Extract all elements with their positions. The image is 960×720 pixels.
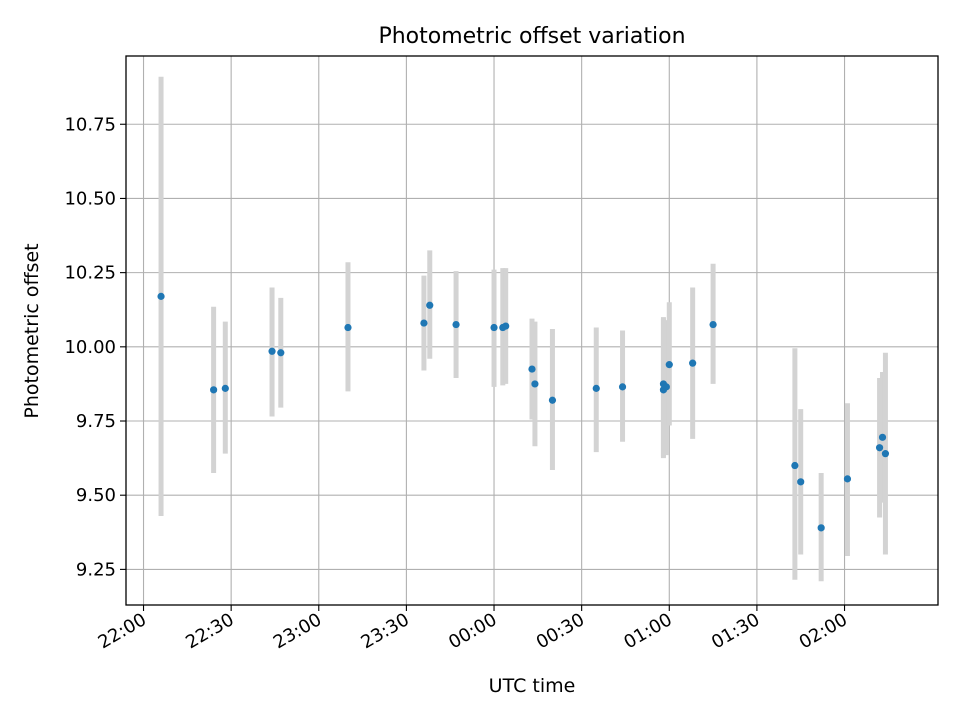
data-point bbox=[689, 359, 697, 367]
data-point bbox=[618, 383, 627, 391]
data-point bbox=[221, 384, 229, 392]
data-point bbox=[548, 396, 557, 404]
data-point bbox=[817, 524, 825, 532]
data-point bbox=[875, 444, 884, 452]
data-point bbox=[210, 386, 218, 394]
data-point bbox=[502, 322, 510, 330]
chart-title: Photometric offset variation bbox=[378, 24, 685, 49]
data-point bbox=[528, 365, 536, 373]
data-point bbox=[268, 347, 276, 355]
y-axis-label: Photometric offset bbox=[21, 243, 43, 418]
data-point bbox=[665, 361, 673, 369]
y-tick-label: 9.50 bbox=[76, 485, 116, 506]
data-point bbox=[426, 301, 434, 309]
y-tick-label: 10.50 bbox=[64, 188, 116, 209]
data-point bbox=[662, 383, 670, 391]
y-tick-label: 9.75 bbox=[76, 411, 116, 432]
plot-frame bbox=[125, 55, 939, 606]
data-point bbox=[592, 384, 600, 392]
y-tick-label: 10.00 bbox=[64, 337, 116, 358]
data-point bbox=[420, 319, 428, 327]
data-point bbox=[531, 380, 539, 388]
data-point bbox=[881, 450, 890, 458]
y-tick-label: 9.25 bbox=[76, 559, 116, 580]
data-point bbox=[490, 323, 498, 332]
y-tick-label: 10.75 bbox=[64, 114, 116, 135]
data-point bbox=[157, 292, 165, 300]
data-point bbox=[344, 323, 352, 332]
data-points bbox=[157, 292, 890, 532]
data-point bbox=[709, 320, 717, 329]
data-point bbox=[878, 433, 887, 441]
data-point bbox=[791, 461, 799, 470]
data-point bbox=[797, 478, 805, 486]
x-axis-label: UTC time bbox=[489, 675, 576, 697]
y-axis: 9.25 9.50 9.75 10.00 10.25 10.50 10.75 bbox=[64, 114, 126, 580]
y-tick-label: 10.25 bbox=[64, 263, 116, 284]
data-point bbox=[277, 349, 285, 357]
data-point bbox=[452, 320, 460, 329]
data-point bbox=[843, 475, 852, 483]
